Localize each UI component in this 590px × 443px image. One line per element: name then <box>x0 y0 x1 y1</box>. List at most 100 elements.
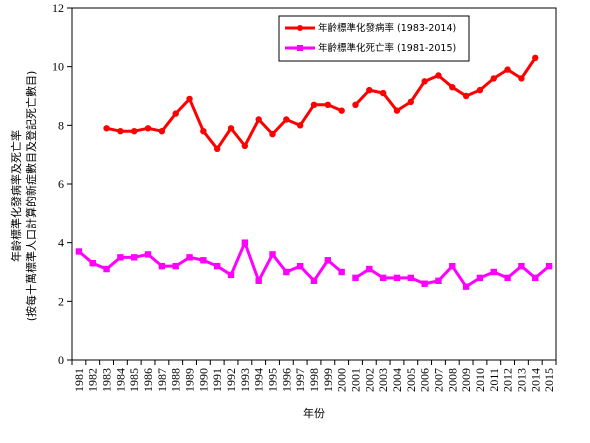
x-tick-label: 1984 <box>113 368 127 392</box>
legend: 年齡標準化發病率 (1983-2014) 年齡標準化死亡率 (1981-2015… <box>278 15 470 62</box>
data-point <box>241 239 249 246</box>
data-point <box>421 280 428 287</box>
data-point <box>407 98 414 106</box>
data-point <box>269 251 276 258</box>
series-incidence <box>103 54 539 152</box>
y-axis: 0 2 4 6 8 10 12 <box>52 1 72 367</box>
data-point <box>214 262 221 270</box>
data-point <box>449 262 456 270</box>
data-point <box>117 128 124 135</box>
y-tick-label: 8 <box>58 118 64 132</box>
y-tick-label: 4 <box>58 236 64 250</box>
data-point <box>75 248 83 255</box>
data-point <box>352 101 359 109</box>
series-line <box>77 241 343 283</box>
data-point <box>490 268 497 276</box>
x-tick-label: 2000 <box>335 368 349 392</box>
data-point <box>255 277 262 284</box>
x-tick-label: 2007 <box>431 368 445 392</box>
data-point <box>393 107 401 114</box>
x-tick-label: 1999 <box>321 368 335 392</box>
data-point <box>200 128 207 135</box>
data-point <box>462 283 470 290</box>
x-tick-label: 2008 <box>445 368 459 392</box>
data-point <box>186 254 193 261</box>
x-tick-label: 2004 <box>390 368 404 392</box>
x-tick-label: 1983 <box>100 368 114 392</box>
data-point <box>379 89 387 97</box>
data-point <box>144 251 152 258</box>
data-point <box>255 116 262 123</box>
series-line <box>106 97 343 151</box>
data-point <box>283 116 290 123</box>
data-point <box>172 110 179 117</box>
data-point <box>421 78 428 85</box>
x-tick-label: 2001 <box>348 368 362 392</box>
x-tick-label: 2002 <box>362 368 376 392</box>
data-point <box>435 277 442 284</box>
x-tick-label: 1988 <box>169 368 183 392</box>
y-axis-title-line-1: 年齡標準化發病率及死亡率 <box>9 130 23 262</box>
y-axis-title: 年齡標準化發病率及死亡率 (按每十萬標準人口計算的新症數目及登記死亡數目) <box>9 71 38 322</box>
x-tick-label: 1996 <box>279 368 293 392</box>
data-point <box>227 271 235 279</box>
data-point <box>545 262 553 270</box>
data-point <box>476 86 484 94</box>
legend-marker-incidence <box>297 25 303 31</box>
x-tick-label: 1992 <box>224 368 238 392</box>
x-tick-label: 2005 <box>404 368 418 392</box>
x-tick-label: 1985 <box>127 368 141 392</box>
x-tick-label: 2014 <box>528 368 542 392</box>
data-point <box>504 274 511 282</box>
data-point <box>379 274 387 282</box>
x-tick-label: 1998 <box>307 368 321 392</box>
data-point <box>158 128 166 135</box>
x-tick-label: 1990 <box>196 368 210 392</box>
data-point <box>269 130 276 138</box>
data-point <box>283 268 290 276</box>
legend-box <box>278 15 470 62</box>
x-tick-label: 1982 <box>86 368 100 392</box>
data-point <box>186 95 193 103</box>
data-point <box>532 54 539 62</box>
data-point <box>131 128 138 135</box>
data-point <box>324 257 332 264</box>
x-tick-label: 2015 <box>542 368 556 392</box>
data-point <box>227 125 235 132</box>
data-point <box>518 262 525 270</box>
data-point <box>366 265 373 273</box>
data-point <box>338 107 345 114</box>
x-axis: 1981 1982 1983 1984 1985 1986 1987 1988 1989 1990… <box>71 360 557 392</box>
series-mortality <box>75 239 553 290</box>
x-tick-label: 1995 <box>266 368 280 392</box>
series-layer <box>75 54 553 290</box>
y-tick-label: 6 <box>58 177 64 191</box>
x-tick-label: 2011 <box>487 368 501 392</box>
data-point <box>490 75 497 82</box>
x-tick-label: 2006 <box>418 368 432 392</box>
data-point <box>214 145 221 152</box>
data-point <box>241 142 249 150</box>
data-point <box>89 260 96 267</box>
data-point <box>366 86 373 94</box>
x-tick-label: 2003 <box>376 368 390 392</box>
data-point <box>435 72 442 79</box>
data-point <box>532 274 539 282</box>
x-tick-label: 2013 <box>514 368 528 392</box>
data-point <box>131 254 138 261</box>
data-point <box>296 262 304 270</box>
data-point <box>144 125 152 132</box>
legend-marker-mortality <box>297 45 303 51</box>
data-point <box>407 274 414 282</box>
data-point <box>103 265 110 273</box>
data-point <box>476 274 484 282</box>
x-tick-label: 1989 <box>183 368 197 392</box>
data-point <box>449 84 456 91</box>
x-tick-label: 1993 <box>238 368 252 392</box>
x-tick-label: 1987 <box>155 368 169 392</box>
y-tick-label: 10 <box>52 60 64 74</box>
x-tick-label: 2010 <box>473 368 487 392</box>
y-axis-title-line-2: (按每十萬標準人口計算的新症數目及登記死亡數目) <box>24 71 38 322</box>
data-point <box>158 262 166 270</box>
